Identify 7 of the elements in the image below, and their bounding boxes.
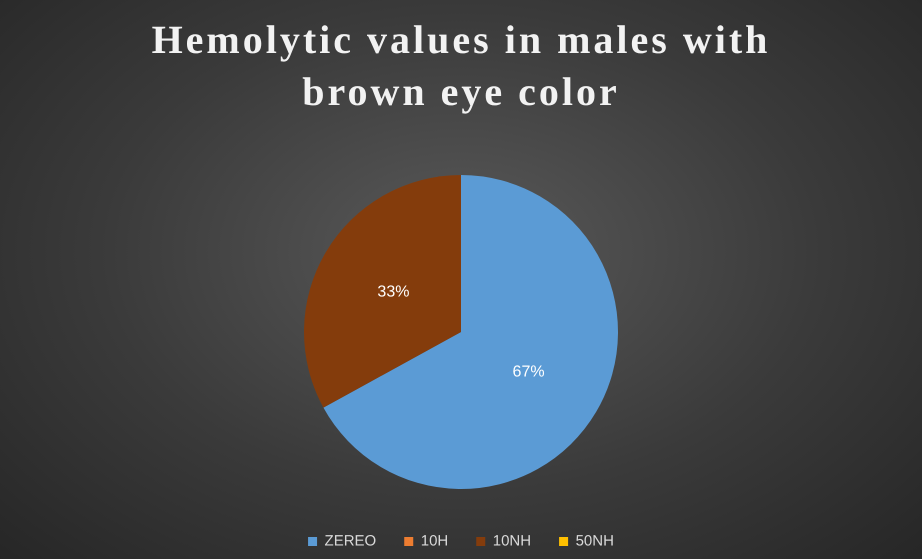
legend-label: 10NH (492, 532, 532, 550)
legend-label: 50NH (576, 532, 614, 550)
data-label: 33% (377, 283, 410, 300)
legend-label: ZEREO (324, 532, 376, 550)
legend-label: 10H (420, 532, 448, 550)
chart-title: Hemolytic values in males with brown eye color (150, 16, 772, 116)
data-label: 67% (512, 363, 545, 380)
